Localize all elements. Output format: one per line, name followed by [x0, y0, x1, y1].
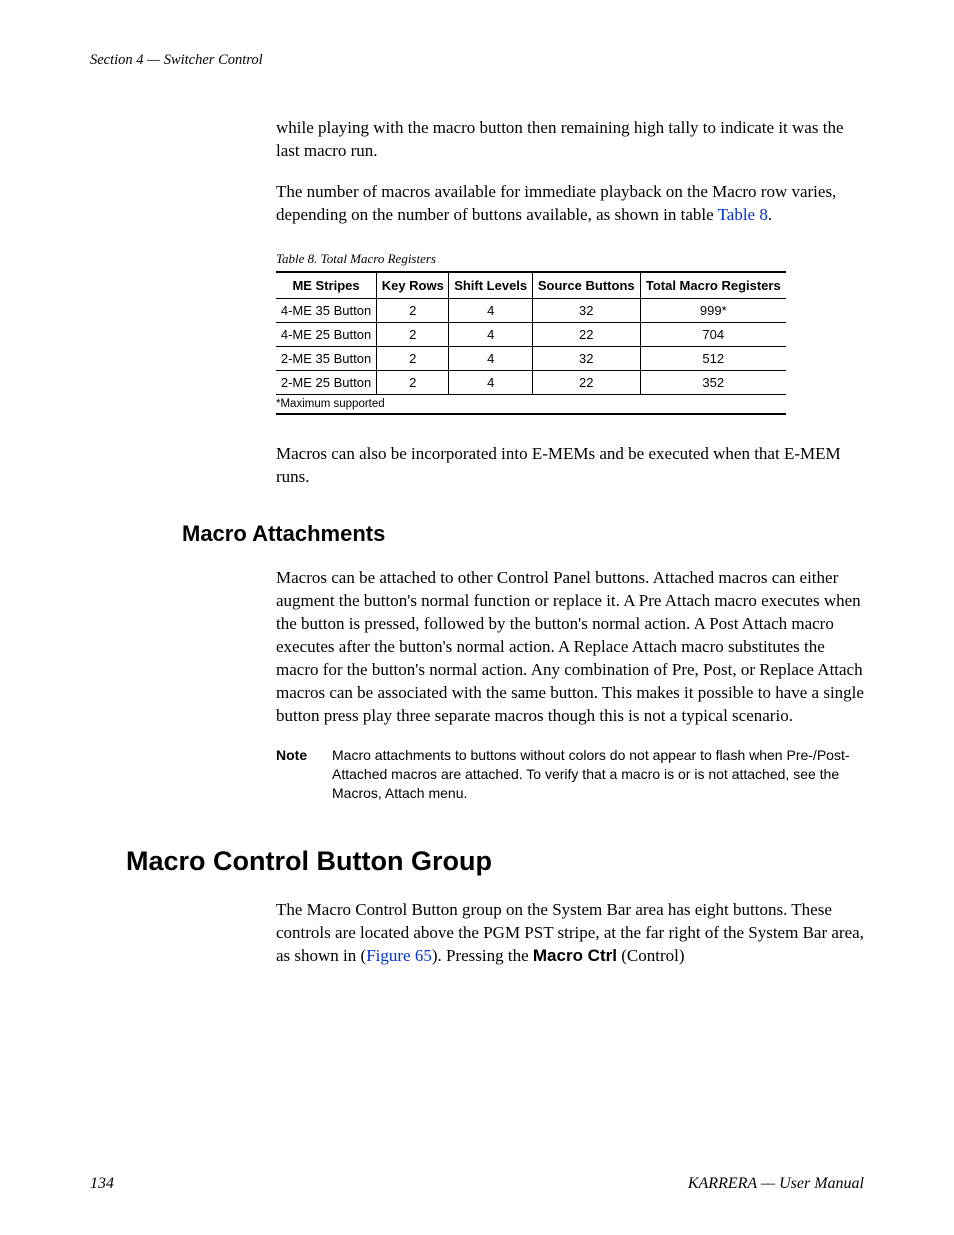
- page-footer: 134 KARRERA — User Manual: [90, 1175, 864, 1193]
- page-number: 134: [90, 1175, 114, 1193]
- table-cell: 2-ME 35 Button: [276, 347, 377, 371]
- table-8-link[interactable]: Table 8: [718, 205, 768, 224]
- table-cell: 32: [532, 299, 640, 323]
- table-caption: Table 8. Total Macro Registers: [276, 251, 864, 267]
- note-block: Note Macro attachments to buttons withou…: [276, 746, 864, 803]
- paragraph-1: while playing with the macro button then…: [276, 117, 864, 163]
- macro-registers-table: ME Stripes Key Rows Shift Levels Source …: [276, 271, 786, 396]
- table-row: 2-ME 35 Button 2 4 32 512: [276, 347, 786, 371]
- table-cell: 32: [532, 347, 640, 371]
- table-cell: 4: [449, 299, 532, 323]
- table-cell: 704: [640, 323, 786, 347]
- table-cell: 4-ME 35 Button: [276, 299, 377, 323]
- paragraph-5: The Macro Control Button group on the Sy…: [276, 899, 864, 968]
- macro-ctrl-bold: Macro Ctrl: [533, 946, 617, 965]
- table-cell: 2: [377, 323, 449, 347]
- table-row: 4-ME 35 Button 2 4 32 999*: [276, 299, 786, 323]
- table-row: 2-ME 25 Button 2 4 22 352: [276, 371, 786, 395]
- table-footnote: *Maximum supported: [276, 395, 786, 415]
- table-cell: 999*: [640, 299, 786, 323]
- th-me-stripes: ME Stripes: [276, 272, 377, 299]
- figure-65-link[interactable]: Figure 65: [366, 946, 432, 965]
- heading-macro-control-button-group: Macro Control Button Group: [126, 846, 864, 877]
- th-source-buttons: Source Buttons: [532, 272, 640, 299]
- table-cell: 4-ME 25 Button: [276, 323, 377, 347]
- th-key-rows: Key Rows: [377, 272, 449, 299]
- table-cell: 4: [449, 323, 532, 347]
- table-cell: 2: [377, 299, 449, 323]
- th-shift-levels: Shift Levels: [449, 272, 532, 299]
- running-header: Section 4 — Switcher Control: [90, 52, 864, 69]
- table-cell: 4: [449, 347, 532, 371]
- para5-text-b: ). Pressing the: [432, 946, 533, 965]
- paragraph-2: The number of macros available for immed…: [276, 181, 864, 227]
- table-row: 4-ME 25 Button 2 4 22 704: [276, 323, 786, 347]
- note-label: Note: [276, 746, 332, 765]
- heading-macro-attachments: Macro Attachments: [182, 521, 864, 547]
- table-cell: 2: [377, 347, 449, 371]
- doc-title-footer: KARRERA — User Manual: [688, 1175, 864, 1193]
- table-cell: 352: [640, 371, 786, 395]
- paragraph-4: Macros can be attached to other Control …: [276, 567, 864, 728]
- table-cell: 22: [532, 323, 640, 347]
- table-cell: 2-ME 25 Button: [276, 371, 377, 395]
- paragraph-3: Macros can also be incorporated into E-M…: [276, 443, 864, 489]
- table-header-row: ME Stripes Key Rows Shift Levels Source …: [276, 272, 786, 299]
- table-cell: 22: [532, 371, 640, 395]
- table-cell: 2: [377, 371, 449, 395]
- para2-text-b: .: [768, 205, 772, 224]
- th-total-macro-registers: Total Macro Registers: [640, 272, 786, 299]
- para5-text-c: (Control): [617, 946, 685, 965]
- table-cell: 4: [449, 371, 532, 395]
- table-cell: 512: [640, 347, 786, 371]
- note-text: Macro attachments to buttons without col…: [332, 746, 864, 803]
